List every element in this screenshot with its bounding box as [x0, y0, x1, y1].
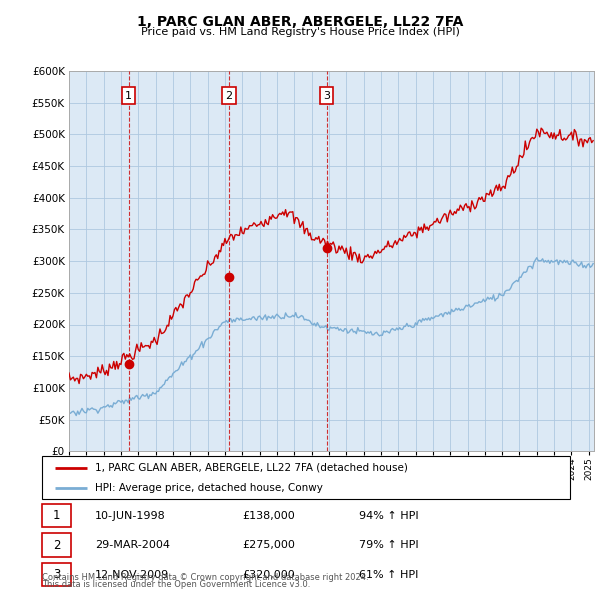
Text: 61% ↑ HPI: 61% ↑ HPI: [359, 570, 418, 579]
Text: 79% ↑ HPI: 79% ↑ HPI: [359, 540, 418, 550]
Text: Price paid vs. HM Land Registry's House Price Index (HPI): Price paid vs. HM Land Registry's House …: [140, 27, 460, 37]
Text: £275,000: £275,000: [242, 540, 296, 550]
Text: 2: 2: [226, 90, 233, 100]
Text: 1, PARC GLAN ABER, ABERGELE, LL22 7FA: 1, PARC GLAN ABER, ABERGELE, LL22 7FA: [137, 15, 463, 29]
Text: 10-JUN-1998: 10-JUN-1998: [95, 511, 166, 520]
Text: 94% ↑ HPI: 94% ↑ HPI: [359, 511, 418, 520]
FancyBboxPatch shape: [42, 533, 71, 557]
Text: 1: 1: [53, 509, 60, 522]
Text: HPI: Average price, detached house, Conwy: HPI: Average price, detached house, Conw…: [95, 483, 323, 493]
Text: This data is licensed under the Open Government Licence v3.0.: This data is licensed under the Open Gov…: [42, 580, 310, 589]
Text: 29-MAR-2004: 29-MAR-2004: [95, 540, 170, 550]
Text: 2: 2: [53, 539, 60, 552]
Text: £138,000: £138,000: [242, 511, 295, 520]
Text: 3: 3: [53, 568, 60, 581]
Text: £320,000: £320,000: [242, 570, 295, 579]
Text: 1, PARC GLAN ABER, ABERGELE, LL22 7FA (detached house): 1, PARC GLAN ABER, ABERGELE, LL22 7FA (d…: [95, 463, 407, 473]
FancyBboxPatch shape: [42, 563, 71, 586]
Text: Contains HM Land Registry data © Crown copyright and database right 2024.: Contains HM Land Registry data © Crown c…: [42, 573, 368, 582]
Text: 3: 3: [323, 90, 330, 100]
FancyBboxPatch shape: [42, 456, 570, 499]
Text: 12-NOV-2009: 12-NOV-2009: [95, 570, 169, 579]
Text: 1: 1: [125, 90, 132, 100]
FancyBboxPatch shape: [42, 504, 71, 527]
